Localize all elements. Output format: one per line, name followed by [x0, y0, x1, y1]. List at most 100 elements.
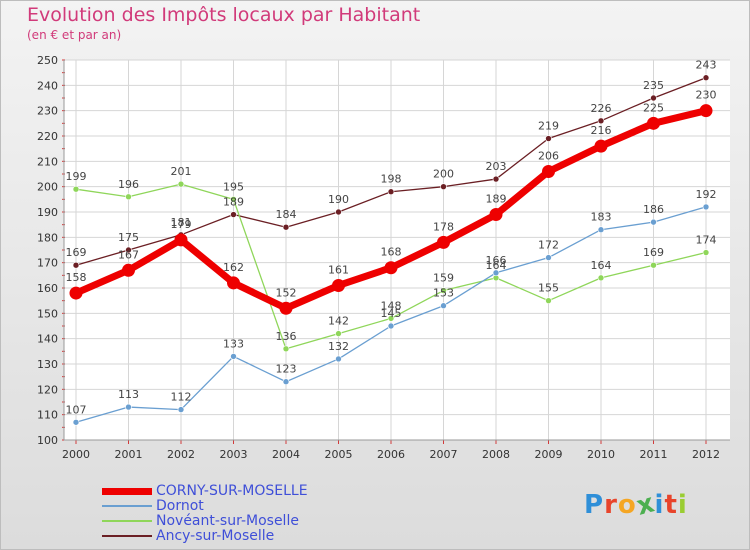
data-label: 162 — [223, 261, 244, 274]
data-label: 190 — [328, 193, 349, 206]
data-point — [545, 297, 552, 304]
y-tick-label: 190 — [37, 206, 58, 219]
data-point — [492, 269, 500, 277]
data-label: 219 — [538, 120, 559, 133]
data-point — [492, 175, 500, 183]
x-tick-label: 2009 — [535, 448, 563, 461]
data-label: 179 — [171, 218, 192, 231]
data-point — [702, 203, 710, 211]
data-point — [227, 276, 240, 290]
data-point — [542, 164, 555, 178]
data-label: 148 — [381, 299, 402, 312]
data-label: 166 — [486, 254, 507, 267]
data-point — [545, 254, 552, 261]
y-tick-label: 120 — [37, 383, 58, 396]
data-point — [282, 378, 290, 386]
data-point — [279, 301, 293, 315]
data-label: 196 — [118, 178, 139, 191]
data-label: 243 — [696, 59, 717, 72]
data-point — [335, 330, 342, 337]
data-point — [699, 104, 713, 118]
data-point — [174, 233, 188, 247]
legend-swatch — [102, 488, 152, 495]
data-label: 225 — [643, 101, 664, 114]
data-point — [335, 355, 342, 363]
x-tick-label: 2006 — [377, 448, 405, 461]
data-point — [650, 218, 657, 226]
data-point — [384, 261, 398, 275]
data-point — [650, 261, 657, 269]
data-label: 161 — [328, 263, 349, 276]
data-point — [335, 208, 342, 216]
y-tick-label: 150 — [37, 307, 58, 320]
data-label: 198 — [381, 173, 402, 186]
x-tick-label: 2011 — [640, 448, 668, 461]
data-point — [437, 235, 450, 249]
data-label: 133 — [223, 337, 244, 350]
y-tick-label: 180 — [37, 231, 58, 244]
data-point — [332, 278, 345, 292]
y-tick-label: 220 — [37, 130, 58, 143]
y-tick-label: 140 — [37, 333, 58, 346]
x-tick-label: 2008 — [482, 448, 510, 461]
data-point — [230, 353, 237, 360]
data-label: 112 — [171, 391, 192, 404]
chart-title: Evolution des Impôts locaux par Habitant — [27, 4, 421, 26]
legend-label: Ancy-sur-Moselle — [156, 528, 275, 544]
proxiti-logo: Proxiti — [584, 488, 688, 522]
data-label: 175 — [118, 231, 139, 244]
data-label: 168 — [381, 246, 402, 259]
logo-letter: r — [604, 490, 618, 520]
y-tick-label: 130 — [37, 358, 58, 371]
data-label: 195 — [223, 180, 244, 193]
data-label: 136 — [276, 330, 297, 343]
y-tick-label: 250 — [37, 54, 58, 67]
data-point — [72, 185, 80, 193]
data-label: 164 — [591, 259, 612, 272]
data-label: 226 — [591, 102, 612, 115]
logo-letter: i — [677, 490, 688, 520]
data-label: 186 — [643, 203, 664, 216]
data-label: 164 — [486, 259, 507, 272]
data-label: 199 — [66, 170, 87, 183]
logo-letter: t — [664, 490, 678, 520]
data-point — [177, 406, 185, 413]
x-tick-label: 2010 — [587, 448, 615, 461]
x-tick-label: 2000 — [62, 448, 90, 461]
legend-label: Novéant-sur-Moselle — [156, 513, 299, 529]
data-point — [387, 322, 395, 330]
data-point — [489, 208, 503, 222]
data-point — [125, 193, 132, 201]
data-label: 159 — [433, 272, 454, 285]
data-label: 216 — [591, 124, 612, 137]
data-point — [282, 345, 290, 353]
legend-swatch — [102, 520, 152, 522]
x-tick-label: 2005 — [325, 448, 353, 461]
x-tick-label: 2003 — [220, 448, 248, 461]
data-label: 201 — [171, 165, 192, 178]
data-label: 145 — [381, 307, 402, 320]
data-label: 142 — [328, 315, 349, 328]
data-label: 167 — [118, 248, 139, 261]
y-tick-label: 210 — [37, 155, 58, 168]
y-tick-label: 100 — [37, 434, 58, 447]
data-point — [72, 261, 80, 269]
data-point — [125, 246, 132, 254]
data-label: 189 — [486, 193, 507, 206]
data-point — [177, 180, 185, 188]
data-point — [597, 117, 605, 125]
data-label: 192 — [696, 188, 717, 201]
data-label: 132 — [328, 340, 349, 353]
data-point — [230, 196, 237, 203]
data-point — [230, 211, 237, 218]
data-label: 181 — [171, 216, 192, 229]
data-label: 155 — [538, 282, 559, 295]
data-label: 183 — [591, 211, 612, 224]
x-tick-label: 2012 — [692, 448, 720, 461]
data-label: 172 — [538, 239, 559, 252]
data-point — [647, 116, 660, 130]
data-label: 200 — [433, 168, 454, 181]
logo-letter: P — [584, 490, 605, 520]
x-tick-label: 2004 — [272, 448, 300, 461]
